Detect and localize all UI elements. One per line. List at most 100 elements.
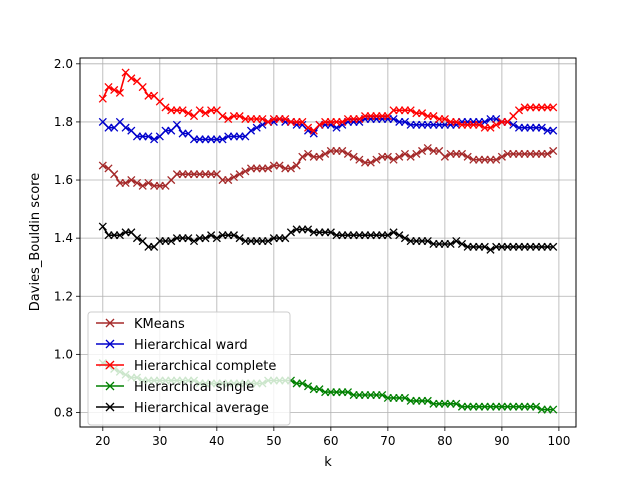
data-point xyxy=(303,123,313,132)
series-group xyxy=(98,68,558,414)
legend-label: Hierarchical single xyxy=(134,380,254,395)
data-point xyxy=(167,236,176,246)
data-point xyxy=(98,161,107,170)
y-tick-label: 1.6 xyxy=(54,173,73,187)
data-point xyxy=(315,120,324,129)
legend-label: Hierarchical ward xyxy=(134,338,248,353)
data-point xyxy=(452,117,461,126)
data-point xyxy=(298,379,307,388)
data-point xyxy=(315,152,324,161)
legend-marker xyxy=(105,402,115,412)
data-point xyxy=(355,114,364,124)
x-tick-label: 70 xyxy=(380,434,395,448)
data-point xyxy=(184,109,193,118)
data-point xyxy=(457,149,467,158)
data-point xyxy=(315,385,324,394)
data-point xyxy=(400,393,410,403)
series-kmeans xyxy=(98,144,558,190)
data-point xyxy=(201,234,210,243)
data-point xyxy=(372,155,381,164)
data-point xyxy=(303,225,313,234)
data-point xyxy=(281,114,290,124)
data-point xyxy=(418,146,427,156)
data-point xyxy=(452,236,461,246)
data-point xyxy=(492,120,501,129)
data-point xyxy=(463,152,472,161)
data-point xyxy=(98,222,107,231)
x-tick-label: 30 xyxy=(152,434,167,448)
legend-label: Hierarchical complete xyxy=(134,359,276,374)
data-point xyxy=(338,117,347,126)
data-point xyxy=(412,149,421,158)
legend-entry: Hierarchical complete xyxy=(96,359,276,374)
x-tick-label: 90 xyxy=(494,434,509,448)
data-point xyxy=(389,155,398,164)
data-point xyxy=(475,120,484,129)
data-point xyxy=(389,228,398,237)
data-point xyxy=(115,88,124,97)
data-point xyxy=(258,114,267,124)
data-point xyxy=(229,173,238,182)
data-point xyxy=(343,388,353,397)
legend-box xyxy=(87,311,291,426)
data-point xyxy=(423,236,432,246)
data-point xyxy=(127,74,136,83)
y-tick-label: 1.2 xyxy=(54,289,73,303)
data-point xyxy=(537,123,546,132)
data-point xyxy=(326,228,335,237)
data-point xyxy=(104,82,113,92)
data-point xyxy=(132,234,142,243)
data-point xyxy=(395,231,404,240)
data-point xyxy=(132,178,142,187)
data-point xyxy=(383,231,392,240)
legend-entry: Hierarchical single xyxy=(96,380,254,395)
x-tick-label: 60 xyxy=(323,434,338,448)
data-point xyxy=(486,123,495,132)
axis-ticks: 20 30 40 50 60 70 80 90 100 0.8 1.0 1.2 1.4 1.6 1.8 2.0 xyxy=(54,57,570,448)
data-point xyxy=(178,106,187,115)
data-point xyxy=(110,170,119,179)
data-point xyxy=(201,109,210,118)
x-tick-label: 80 xyxy=(437,434,452,448)
data-point xyxy=(440,114,449,124)
x-tick-label: 40 xyxy=(209,434,224,448)
x-tick-label: 20 xyxy=(95,434,110,448)
data-point xyxy=(492,114,501,124)
data-point xyxy=(497,152,506,161)
data-point xyxy=(115,231,124,240)
data-point xyxy=(549,405,558,414)
data-point xyxy=(264,164,273,173)
data-point xyxy=(144,178,153,187)
data-point xyxy=(492,155,501,164)
data-point xyxy=(378,390,387,400)
data-point xyxy=(514,106,524,115)
data-point xyxy=(195,106,204,115)
data-point xyxy=(218,112,227,121)
data-point xyxy=(395,152,404,161)
data-point xyxy=(161,103,170,112)
data-point xyxy=(110,85,119,95)
data-point xyxy=(343,149,353,158)
data-point xyxy=(480,242,489,251)
data-point xyxy=(229,231,238,240)
legend-entry: KMeans xyxy=(96,317,185,332)
data-point xyxy=(189,236,199,246)
data-point xyxy=(298,152,307,161)
x-tick-label: 100 xyxy=(547,434,570,448)
data-point xyxy=(144,132,153,141)
legend-label: KMeans xyxy=(134,317,185,332)
data-point xyxy=(418,109,427,118)
data-point xyxy=(543,149,552,158)
series-hierarchical-complete xyxy=(98,68,558,135)
data-point xyxy=(321,149,330,158)
data-point xyxy=(423,396,432,405)
data-point xyxy=(452,399,461,408)
data-point xyxy=(549,242,558,251)
y-axis-label: Davies_Bouldin score xyxy=(28,173,43,311)
legend: KMeans Hierarchical ward Hierarchical comp… xyxy=(87,311,291,426)
data-point xyxy=(241,167,250,176)
data-point xyxy=(224,175,233,185)
data-point xyxy=(457,239,467,249)
x-axis-label: k xyxy=(324,455,332,470)
